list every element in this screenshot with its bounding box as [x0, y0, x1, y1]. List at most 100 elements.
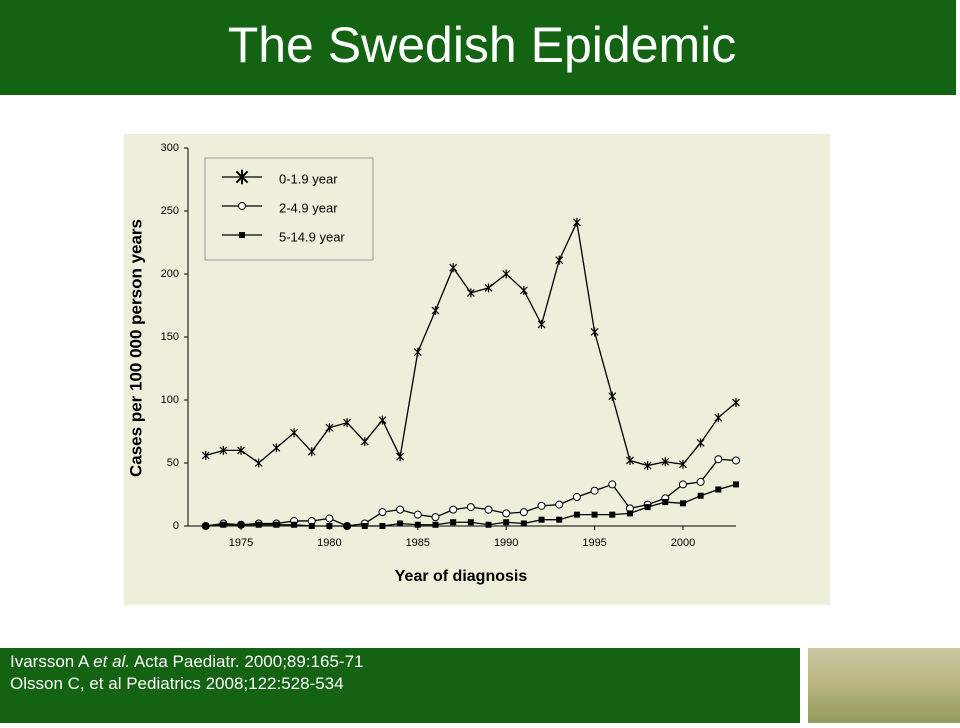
data-point: [484, 283, 493, 293]
data-point: [379, 523, 386, 529]
data-point: [608, 391, 617, 401]
data-point: [503, 519, 510, 526]
data-point: [626, 510, 633, 517]
data-point: [237, 445, 245, 455]
data-point: [308, 523, 315, 529]
data-point: [643, 461, 652, 471]
data-point: [307, 447, 316, 457]
y-tick-label: 50: [167, 457, 179, 469]
data-point: [573, 511, 580, 518]
plot-background: [124, 134, 830, 605]
data-point: [396, 505, 405, 514]
data-point: [449, 263, 458, 273]
data-point: [572, 493, 581, 502]
citation-text: et al.: [93, 652, 130, 671]
legend-marker: [235, 169, 249, 185]
data-point: [662, 499, 669, 506]
y-tick-label: 150: [161, 331, 179, 343]
y-tick-label: 0: [173, 520, 179, 532]
y-tick-label: 200: [161, 268, 179, 280]
x-tick-label: 2000: [671, 537, 695, 549]
data-point: [502, 509, 511, 518]
data-point: [519, 508, 528, 517]
data-point: [449, 505, 458, 514]
legend-label: 0-1.9 year: [279, 171, 338, 186]
citation-text: Acta Paediatr. 2000;89:165-71: [130, 652, 363, 671]
data-point: [732, 456, 740, 465]
x-tick-label: 1985: [406, 537, 430, 549]
data-point: [344, 523, 351, 529]
decorative-image: [808, 648, 960, 723]
data-point: [291, 521, 298, 528]
data-point: [519, 285, 528, 295]
citation: Ivarsson A et al. Acta Paediatr. 2000;89…: [10, 652, 364, 671]
data-point: [238, 521, 245, 528]
data-point: [520, 520, 527, 527]
data-point: [273, 521, 280, 528]
citation-text: Ivarsson A: [10, 652, 93, 671]
citation-text: Olsson C, et al Pediatrics 2008;122:528-…: [10, 674, 344, 693]
data-point: [326, 523, 333, 529]
y-axis-label: Cases per 100 000 person years: [126, 219, 145, 477]
data-point: [290, 428, 298, 438]
data-point: [325, 423, 334, 433]
x-tick-label: 1990: [494, 537, 518, 549]
data-point: [679, 500, 686, 507]
data-point: [555, 500, 564, 509]
data-point: [272, 443, 281, 453]
data-point: [697, 492, 704, 499]
legend-box: [204, 157, 374, 261]
x-tick-label: 1995: [582, 537, 606, 549]
data-point: [396, 452, 405, 462]
data-point: [661, 457, 670, 467]
data-point: [219, 445, 228, 455]
data-point: [325, 514, 334, 523]
data-point: [360, 437, 369, 447]
data-point: [413, 510, 422, 519]
data-point: [644, 504, 651, 511]
citation: Olsson C, et al Pediatrics 2008;122:528-…: [10, 674, 344, 693]
slide-title: The Swedish Epidemic: [228, 17, 737, 73]
data-point: [679, 459, 687, 469]
data-point: [397, 520, 404, 527]
data-point: [220, 521, 227, 528]
data-point: [696, 438, 705, 448]
data-point: [413, 347, 422, 357]
data-point: [556, 516, 563, 523]
legend-label: 5-14.9 year: [279, 229, 345, 244]
data-point: [255, 521, 262, 528]
y-tick-label: 100: [161, 394, 179, 406]
data-point: [678, 480, 687, 489]
data-point: [431, 513, 440, 522]
data-point: [608, 480, 617, 489]
x-axis-label: Year of diagnosis: [395, 568, 528, 585]
data-point: [590, 327, 599, 337]
data-point: [626, 455, 634, 465]
data-point: [537, 501, 546, 510]
data-point: [572, 217, 581, 227]
data-point: [378, 415, 387, 425]
data-point: [555, 255, 564, 265]
plot: 0 50 100 150 200 250 300 1975 1980 1985 1990 1995 20…: [161, 142, 740, 549]
legend-label: 2-4.9 year: [279, 200, 338, 215]
legend-marker: [239, 232, 245, 238]
data-point: [450, 519, 457, 526]
data-point: [378, 508, 387, 517]
data-point: [466, 503, 475, 512]
data-point: [201, 450, 210, 460]
data-point: [484, 505, 493, 514]
data-point: [590, 486, 599, 495]
data-point: [696, 477, 705, 486]
data-point: [715, 486, 722, 493]
x-tick-label: 1980: [317, 537, 341, 549]
data-point: [732, 398, 740, 408]
data-point: [591, 511, 598, 518]
x-tick-label: 1975: [229, 537, 253, 549]
data-point: [609, 511, 616, 518]
data-point: [485, 521, 492, 528]
footer-bar: [0, 648, 800, 723]
data-point: [361, 523, 368, 529]
data-point: [202, 523, 209, 529]
